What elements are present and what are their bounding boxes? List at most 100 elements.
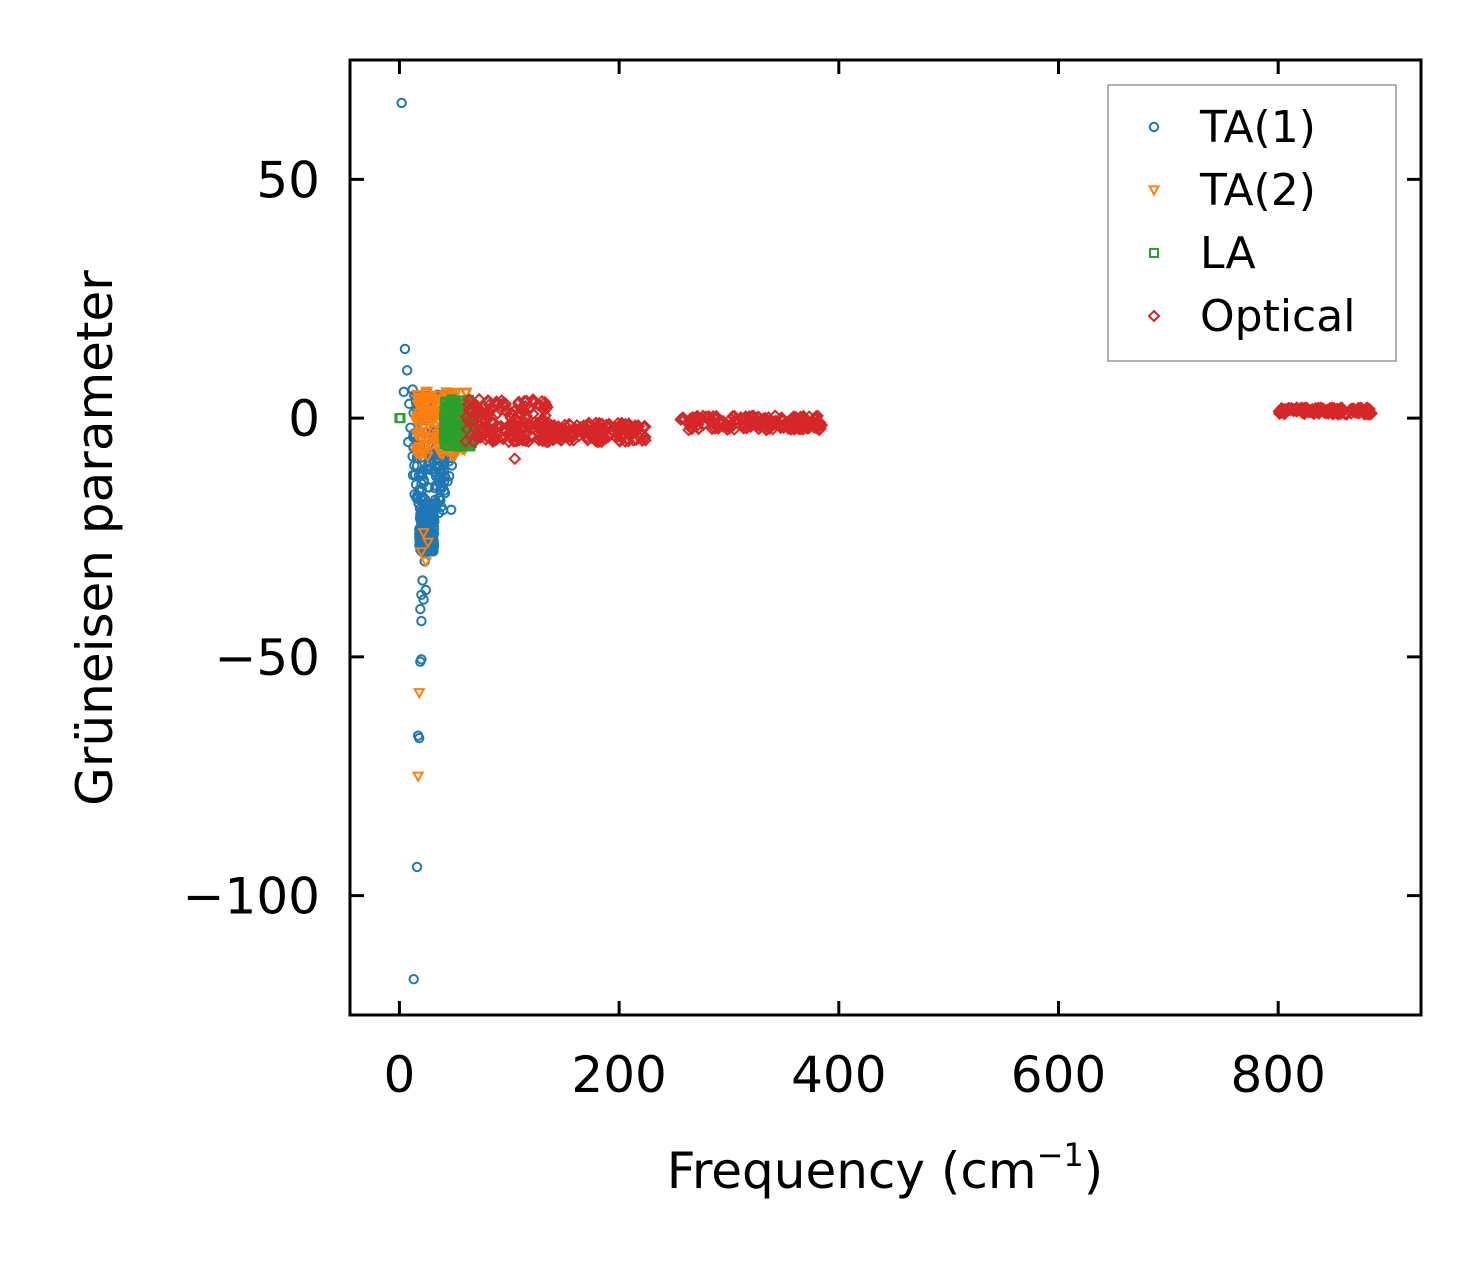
data-point [559,425,572,439]
legend-marker [1149,248,1159,258]
data-point [418,594,429,605]
data-point [1296,405,1310,418]
data-point [407,384,418,395]
y-tick-label: −50 [214,629,320,687]
data-point [395,413,406,424]
data-point [445,504,457,515]
y-tick-label: 50 [256,151,320,209]
data-point [718,419,732,433]
data-point [569,422,583,436]
data-point [490,419,504,433]
data-point [535,394,549,408]
data-point [430,471,442,482]
data-point [754,415,767,429]
data-point [764,417,778,431]
data-point [413,688,426,700]
data-point [415,603,426,615]
y-tick-label: 0 [288,390,320,448]
data-point [418,506,429,517]
data-point [558,430,572,443]
data-point [554,433,568,447]
data-point [415,547,428,559]
legend-marker [1148,121,1160,133]
data-point [475,422,488,436]
data-point [413,442,426,454]
data-point [433,477,444,488]
data-point [638,420,652,434]
data-point [483,402,497,416]
data-point [509,428,523,442]
data-point [396,97,407,109]
data-point [795,418,809,432]
data-point [1277,403,1291,416]
data-point [509,434,523,448]
data-point [744,410,758,424]
data-point [1316,402,1330,415]
data-point [793,422,807,436]
data-point [508,452,522,466]
data-point [418,498,429,510]
data-point [462,393,476,407]
data-point [415,656,426,667]
data-point [614,418,628,432]
data-point [507,404,521,418]
legend-label: TA(2) [1199,165,1316,216]
legend-item: TA(2) [1147,165,1316,216]
data-point [736,421,750,435]
data-point [449,405,460,416]
data-point [411,389,424,402]
x-tick-label: 400 [791,1046,886,1104]
data-point [438,465,450,477]
data-point [1351,403,1365,417]
data-point [582,417,596,431]
data-point [488,430,502,444]
data-point [419,409,432,421]
data-point [618,435,632,448]
data-point [498,422,511,436]
x-axis-label-superscript: −1 [1037,1136,1084,1174]
data-point [446,389,459,401]
data-point [417,575,428,586]
data-point [453,429,464,440]
data-point [399,343,411,355]
legend-marker [1147,185,1161,197]
legend-item: LA [1149,228,1256,279]
data-point [414,732,425,744]
x-tick-label: 600 [1011,1046,1106,1104]
data-point [484,427,498,441]
data-point [420,517,431,529]
data-point [403,436,414,448]
data-point [421,537,435,549]
data-point [490,395,503,409]
data-point [789,410,802,424]
data-point [459,410,473,424]
data-point [401,365,413,376]
x-axis-label: Frequency (cm−1) [667,1136,1104,1200]
y-tick-label: −100 [183,868,320,926]
data-point [416,615,427,627]
data-point [469,398,483,412]
data-point [446,429,457,440]
data-point [418,532,429,543]
data-point [1274,404,1288,418]
data-point [461,440,472,451]
data-point [484,415,498,429]
legend-label: Optical [1200,291,1355,342]
data-point [535,426,549,440]
data-point [729,412,743,426]
data-point [598,423,611,437]
data-point [411,861,423,873]
x-tick-label: 800 [1230,1046,1325,1104]
data-point [421,436,435,448]
y-axis-ticks: 50 0 −50 −100 [183,151,1421,926]
data-point [639,433,652,447]
data-point [594,431,608,445]
data-point [687,411,701,425]
data-point [531,398,545,412]
x-axis-label-main: Frequency (cm [667,1142,1037,1200]
data-point [740,421,754,435]
data-point [544,429,558,443]
data-point [507,417,521,431]
data-point [776,414,790,428]
data-point [520,426,534,440]
